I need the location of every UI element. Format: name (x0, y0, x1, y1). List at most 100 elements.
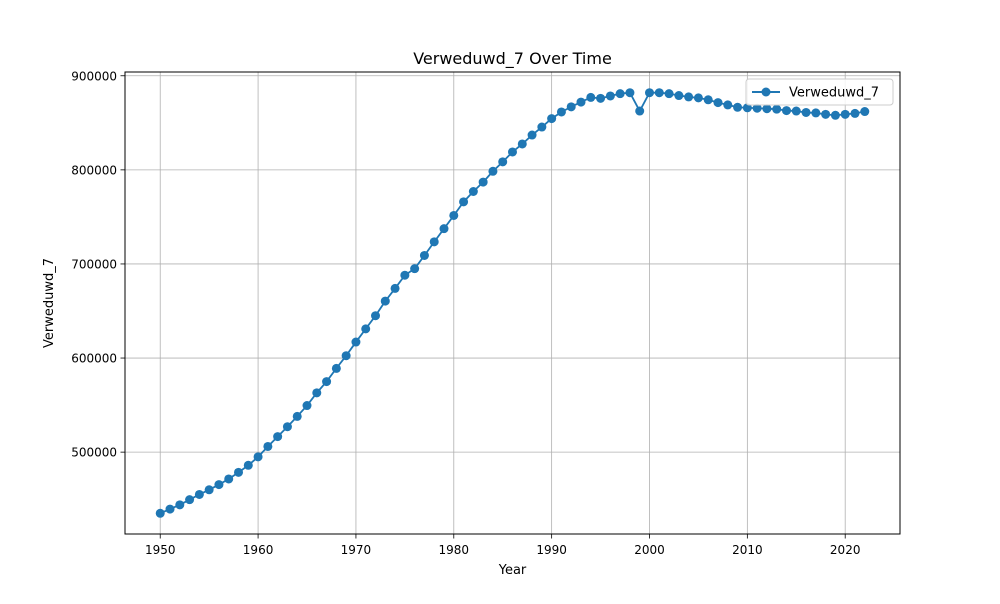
data-point (596, 93, 606, 103)
data-point (742, 103, 752, 113)
data-point (547, 114, 557, 124)
data-point (380, 296, 390, 306)
data-point (615, 89, 625, 99)
x-tick-label: 1980 (439, 543, 470, 557)
grid (125, 72, 900, 534)
data-point (292, 411, 302, 421)
data-point (644, 88, 654, 98)
plot-frame (124, 71, 901, 535)
data-point (860, 107, 870, 117)
y-tick-label: 700000 (71, 257, 117, 271)
legend-label: Verweduwd_7 (789, 86, 879, 101)
x-tick-label: 1960 (243, 543, 274, 557)
legend-box (745, 78, 894, 106)
data-point (155, 508, 165, 518)
data-point (811, 108, 821, 118)
x-tick-label: 1990 (536, 543, 567, 557)
data-point (478, 177, 488, 187)
data-point (654, 88, 664, 98)
chart-title: Verweduwd_7 Over Time (413, 49, 612, 69)
data-point (282, 422, 292, 432)
data-point (723, 100, 733, 110)
data-point (733, 102, 743, 112)
data-point (508, 147, 517, 157)
data-point (791, 106, 801, 116)
data-point (204, 485, 214, 495)
data-point (459, 197, 469, 207)
y-tick-label: 800000 (71, 163, 117, 177)
data-point (439, 224, 449, 234)
data-point (322, 377, 332, 387)
data-point (781, 106, 791, 116)
data-point (664, 89, 674, 99)
y-tick-label: 900000 (71, 69, 117, 83)
data-point (390, 283, 400, 293)
data-point (850, 108, 860, 118)
series-layer (155, 88, 870, 518)
data-point (351, 337, 361, 347)
data-point (693, 93, 703, 103)
data-point (185, 495, 195, 505)
data-point (840, 109, 850, 119)
data-point (488, 166, 498, 176)
x-axis: 1950 1960 1970 1980 1990 2000 2010 2020 (145, 534, 861, 557)
data-point (234, 467, 244, 477)
y-tick-label: 500000 (71, 446, 117, 460)
data-point (830, 110, 840, 120)
data-point (273, 432, 283, 442)
legend: Verweduwd_7 (745, 78, 894, 106)
data-point (703, 95, 713, 105)
data-point (684, 92, 694, 102)
data-point (576, 97, 586, 107)
data-point (429, 237, 439, 247)
data-point (224, 474, 234, 484)
data-point (361, 324, 371, 334)
data-point (801, 107, 811, 117)
data-point (243, 460, 253, 470)
data-point (419, 250, 429, 260)
y-axis-label: Verweduwd_7 (42, 258, 57, 348)
x-tick-label: 2010 (732, 543, 763, 557)
x-axis-label: Year (498, 563, 527, 578)
data-point (449, 210, 459, 220)
x-tick-label: 2020 (830, 543, 861, 557)
data-point (253, 452, 263, 462)
x-tick-label: 1950 (145, 543, 176, 557)
data-point (556, 107, 566, 117)
data-point (312, 388, 322, 398)
x-tick-label: 1970 (341, 543, 372, 557)
data-point (586, 92, 596, 102)
data-point (165, 504, 175, 514)
data-point (410, 264, 420, 274)
data-point (625, 88, 635, 98)
data-point (263, 441, 273, 451)
y-tick-label: 600000 (71, 352, 117, 366)
data-point (331, 363, 341, 373)
data-point (821, 109, 831, 119)
data-point (635, 106, 645, 116)
data-point (566, 102, 576, 112)
data-point (752, 103, 762, 113)
data-point (498, 157, 508, 167)
data-point (194, 489, 204, 499)
data-point (371, 311, 381, 321)
data-point (302, 401, 312, 411)
data-point (468, 186, 478, 196)
data-point (537, 122, 547, 132)
data-point (674, 91, 684, 101)
data-point (713, 98, 723, 108)
data-point (400, 270, 410, 280)
x-tick-label: 2000 (634, 543, 665, 557)
data-point (175, 500, 185, 510)
data-point (605, 91, 615, 101)
legend-marker-swatch (761, 87, 771, 97)
y-axis: 500000 600000 700000 800000 900000 (71, 69, 125, 460)
data-point (214, 480, 224, 490)
data-point (762, 104, 772, 114)
data-point (527, 130, 537, 140)
data-point (341, 351, 351, 361)
data-point (517, 139, 527, 149)
data-point (772, 104, 782, 114)
